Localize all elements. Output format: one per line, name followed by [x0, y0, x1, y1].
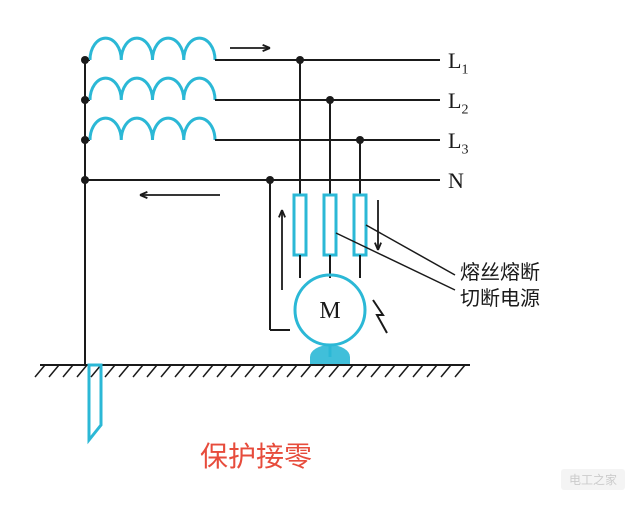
junction-dot — [81, 176, 89, 184]
watermark: 电工之家 — [561, 469, 625, 490]
ground-hatch — [329, 365, 339, 377]
fault-flash-icon — [373, 300, 387, 333]
ground-hatch — [231, 365, 241, 377]
ground-hatch — [119, 365, 129, 377]
ground-hatch — [287, 365, 297, 377]
junction-dot — [81, 136, 89, 144]
ground-hatch — [49, 365, 59, 377]
ground-hatch — [175, 365, 185, 377]
ground-hatch — [399, 365, 409, 377]
ground-hatch — [105, 365, 115, 377]
ground-hatch — [343, 365, 353, 377]
fuse — [294, 195, 306, 255]
ground-hatch — [441, 365, 451, 377]
inductor-coil — [90, 78, 215, 100]
label-l2: L2 — [448, 88, 468, 118]
ground-hatch — [371, 365, 381, 377]
ground-hatch — [455, 365, 465, 377]
label-l3: L3 — [448, 128, 468, 158]
ground-hatch — [301, 365, 311, 377]
ground-hatch — [357, 365, 367, 377]
ground-hatch — [217, 365, 227, 377]
ground-hatch — [133, 365, 143, 377]
label-n: N — [448, 168, 464, 194]
ground-hatch — [315, 365, 325, 377]
junction-dot — [81, 56, 89, 64]
fuse — [324, 195, 336, 255]
ground-hatch — [35, 365, 45, 377]
fuse-annotation: 熔丝熔断 切断电源 — [460, 260, 540, 312]
ground-hatch — [77, 365, 87, 377]
ground-hatch — [147, 365, 157, 377]
ground-hatch — [273, 365, 283, 377]
junction-dot — [81, 96, 89, 104]
inductor-coil — [90, 118, 215, 140]
ground-hatch — [245, 365, 255, 377]
ground-hatch — [427, 365, 437, 377]
ground-hatch — [63, 365, 73, 377]
ground-hatch — [161, 365, 171, 377]
ground-hatch — [413, 365, 423, 377]
ground-hatch — [189, 365, 199, 377]
diagram-title: 保护接零 — [200, 435, 312, 475]
label-l1: L1 — [448, 48, 468, 78]
ground-hatch — [385, 365, 395, 377]
motor-label: M — [319, 298, 340, 324]
inductor-coil — [90, 38, 215, 60]
ground-hatch — [259, 365, 269, 377]
ground-hatch — [203, 365, 213, 377]
leader-line — [366, 225, 455, 275]
